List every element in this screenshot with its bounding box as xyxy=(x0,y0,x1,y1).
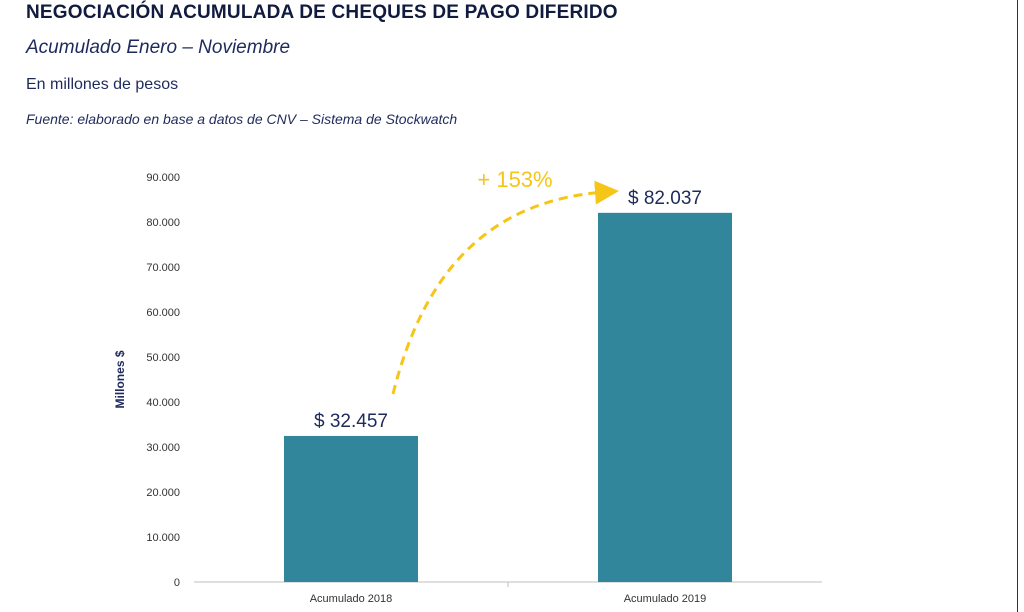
bar xyxy=(284,435,418,582)
y-tick-label: 10.000 xyxy=(146,532,180,544)
y-tick-label: 30.000 xyxy=(146,442,180,454)
x-tick-label: Acumulado 2019 xyxy=(624,593,707,605)
y-tick-label: 50.000 xyxy=(146,352,180,364)
source-note: Fuente: elaborado en base a datos de CNV… xyxy=(26,111,458,127)
growth-annotation: + 153% xyxy=(477,167,552,192)
y-tick-label: 0 xyxy=(174,577,180,589)
y-tick-label: 90.000 xyxy=(146,172,180,184)
data-label: $ 82.037 xyxy=(628,188,702,209)
y-tick-label: 60.000 xyxy=(146,307,180,319)
data-labels: $ 32.457 $ 82.037 xyxy=(314,188,702,432)
bars xyxy=(284,212,732,582)
page-subtitle: Acumulado Enero – Noviembre xyxy=(26,37,291,58)
page-title: NEGOCIACIÓN ACUMULADA DE CHEQUES DE PAGO… xyxy=(26,2,618,23)
x-axis: Acumulado 2018 Acumulado 2019 xyxy=(310,593,707,605)
y-axis: 0 10.000 20.000 30.000 40.000 50.000 60.000 70.… xyxy=(146,172,180,589)
y-tick-label: 80.000 xyxy=(146,217,180,229)
y-tick-label: 20.000 xyxy=(146,487,180,499)
frame-border xyxy=(1017,0,1018,612)
bar xyxy=(598,212,732,582)
unit-note: En millones de pesos xyxy=(26,76,179,93)
y-axis-label: Millones $ xyxy=(113,350,127,408)
y-tick-label: 40.000 xyxy=(146,397,180,409)
x-tick-label: Acumulado 2018 xyxy=(310,593,393,605)
data-label: $ 32.457 xyxy=(314,411,388,432)
y-tick-label: 70.000 xyxy=(146,262,180,274)
growth-arrow xyxy=(391,180,619,395)
